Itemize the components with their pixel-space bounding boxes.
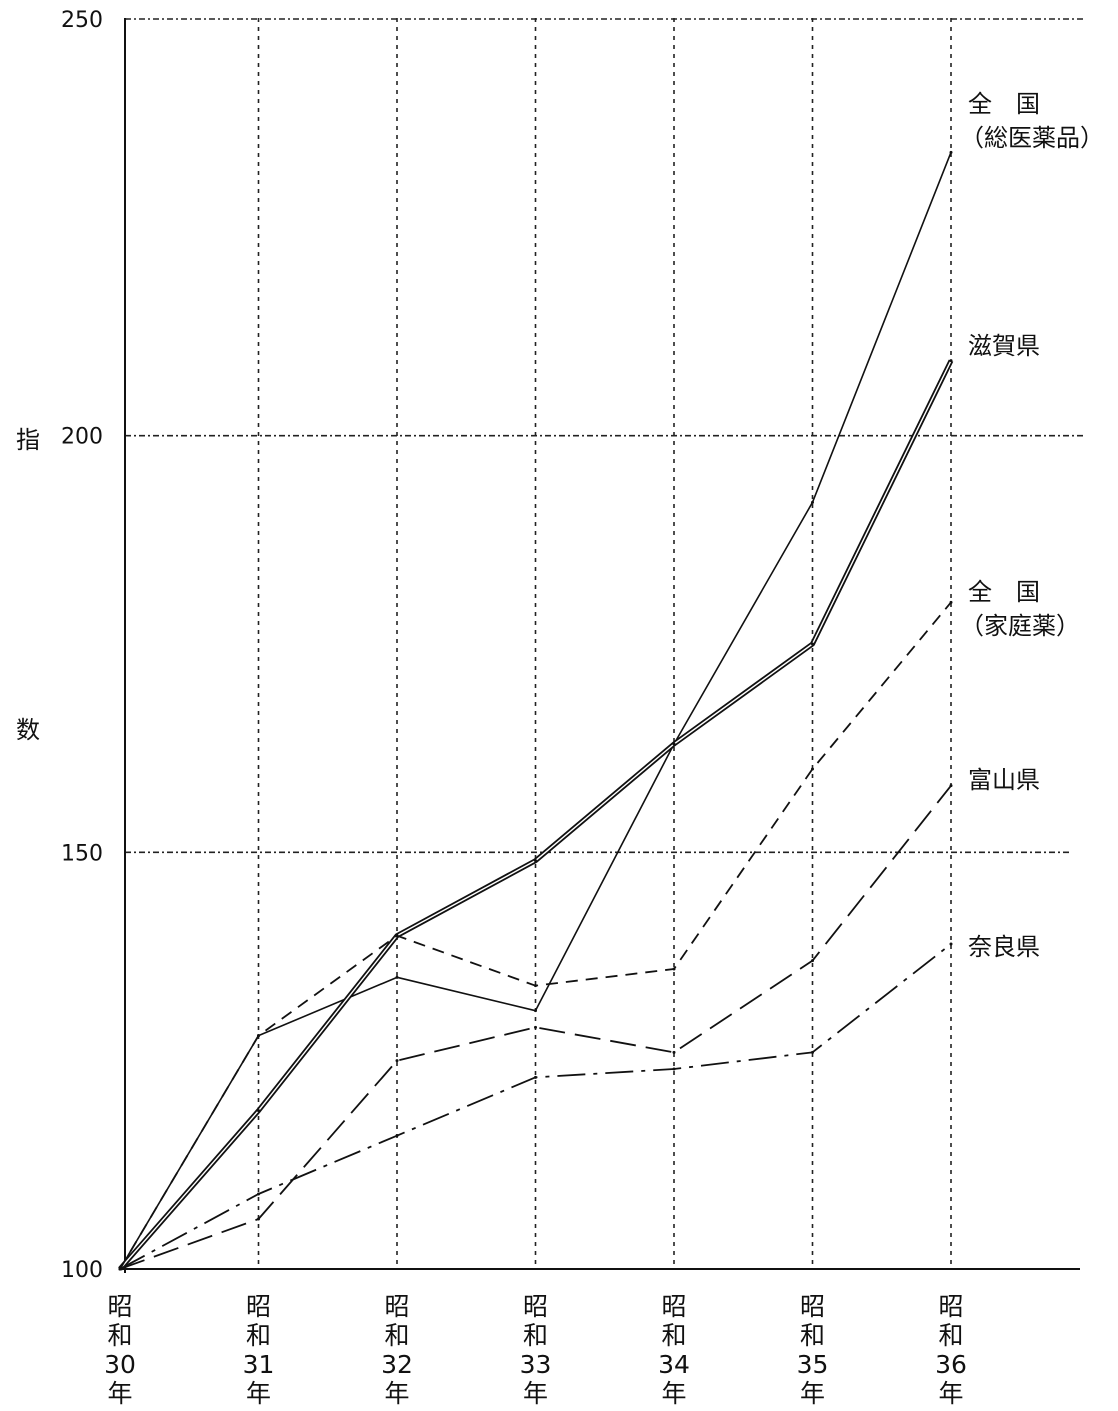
y-axis-label-char: 指 [16,426,40,454]
x-tick-label: 昭和 31 年 [243,1292,275,1408]
data-point [257,1217,260,1221]
series-label: 奈良県 [968,933,1040,961]
y-tick-label: 100 [61,1258,103,1283]
data-point [811,642,814,646]
data-point [534,1025,537,1029]
x-tick-label: 昭和 30 年 [104,1292,136,1408]
data-point [534,984,537,988]
data-point [672,742,676,746]
data-point [257,1192,260,1196]
x-category-labels: 昭和 30 年 昭和 31 年 昭和 32 年 昭和 33 年 昭和 34 年 昭和 35 年 昭和 36 年 [104,1292,967,1408]
data-point [534,859,537,863]
series-lines [118,150,954,1271]
y-tick-label: 150 [61,841,103,866]
data-point [395,934,399,938]
y-tick-labels: 100 150 200 250 [61,8,103,1283]
data-point [395,1059,399,1063]
axes [120,18,1080,1273]
x-tick-label: 昭和 33 年 [520,1292,552,1408]
data-point [257,1109,260,1113]
series-label: 滋賀県 [968,332,1040,360]
grid [125,18,1085,1269]
data-point [672,1067,676,1071]
data-point [811,500,814,504]
data-point [949,600,953,604]
data-point [811,767,814,771]
data-point [811,1050,814,1054]
data-point [949,150,953,154]
x-tick-label: 昭和 35 年 [797,1292,829,1408]
data-point [949,784,953,788]
y-axis-label-char: 数 [16,716,40,744]
data-point [118,1267,122,1271]
data-point [395,975,399,979]
data-point [395,1134,399,1138]
data-point [949,942,953,946]
series-label: 富山県 [968,766,1040,794]
data-point [534,1075,537,1079]
x-tick-label: 昭和 32 年 [381,1292,413,1408]
series-label: 全 国（家庭薬） [960,578,1080,640]
x-tick-label: 昭和 34 年 [658,1292,690,1408]
y-axis-label: 指数 [16,426,40,744]
y-tick-label: 200 [61,425,103,450]
x-tick-label: 昭和 36 年 [935,1292,967,1408]
data-point [811,959,814,963]
series-label: 全 国（総医薬品） [960,90,1104,152]
y-tick-label: 250 [61,8,103,33]
data-point [534,1009,537,1013]
data-point [672,967,676,971]
data-point [672,1050,676,1054]
data-point [949,359,953,363]
data-point [257,1034,260,1038]
